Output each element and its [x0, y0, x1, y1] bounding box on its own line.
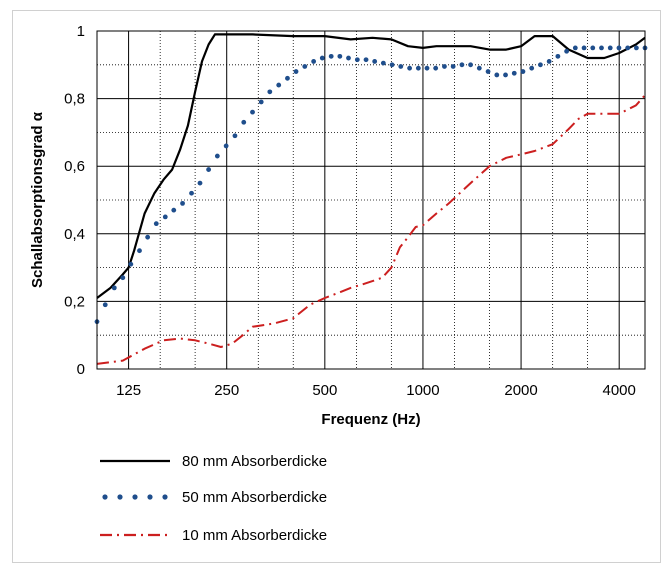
series-50mm-point [354, 57, 360, 63]
series-50mm-point [529, 65, 535, 71]
series-50mm-point [111, 285, 117, 291]
series-50mm-point [137, 248, 142, 254]
series-50mm-point [424, 65, 430, 71]
series-50mm-point [599, 45, 604, 51]
series-50mm-point [450, 64, 456, 69]
y-tick-label: 1 [77, 23, 85, 40]
series-50mm-point [171, 207, 177, 213]
y-tick-label: 0,4 [64, 226, 85, 243]
series-50mm-point [189, 190, 194, 196]
series-50mm-point [590, 45, 596, 51]
series-50mm-point [459, 62, 465, 68]
y-tick-label: 0,2 [64, 293, 85, 310]
series-50mm-point [607, 45, 613, 51]
series-50mm-point [476, 65, 482, 71]
series-50mm-point [128, 261, 134, 267]
legend-label: 10 mm Absorberdicke [182, 527, 327, 544]
series-50mm-point [468, 62, 473, 68]
x-tick-label: 4000 [603, 382, 636, 399]
series-50mm-point [153, 221, 159, 227]
series-50mm-point [232, 133, 238, 139]
series-50mm-point [581, 45, 587, 51]
series-50mm-point [223, 143, 229, 149]
y-tick-label: 0,6 [64, 158, 85, 175]
series-50mm-point [197, 180, 203, 186]
series-50mm-point [503, 72, 508, 78]
x-axis-title: Frequenz (Hz) [321, 411, 420, 428]
series-50mm-point [415, 65, 421, 71]
series-50mm-point [372, 59, 378, 64]
y-tick-label: 0 [77, 361, 85, 378]
series-50mm-point [102, 302, 108, 308]
series-50mm-point [267, 89, 273, 95]
x-tick-label: 125 [116, 382, 141, 399]
tick-labels: 125 250 500 1000 2000 4000 0 0,2 0,4 0,6 0,8 1 [64, 23, 636, 399]
x-tick-label: 250 [214, 382, 239, 399]
series-50mm-point [494, 72, 500, 78]
series-50mm-point [337, 53, 343, 59]
series-50mm-point [389, 62, 395, 68]
series-50mm-point [311, 59, 317, 64]
legend-label: 50 mm Absorberdicke [182, 489, 327, 506]
legend-label: 80 mm Absorberdicke [182, 453, 327, 470]
series-50mm-point [433, 65, 439, 71]
legend-swatch-50mm [102, 494, 108, 500]
series-50mm-point [442, 64, 447, 69]
legend-swatch-50mm [132, 494, 138, 500]
grid [97, 30, 645, 370]
series-50mm-point [625, 45, 631, 51]
series-50mm-point [485, 69, 491, 74]
series-50mm-point [328, 53, 334, 59]
series-50mm-point [380, 60, 386, 66]
x-tick-label: 1000 [406, 382, 439, 399]
x-tick-label: 500 [312, 382, 337, 399]
y-tick-label: 0,8 [64, 91, 85, 108]
series-50mm-point [285, 75, 290, 81]
series-50mm-point [564, 48, 570, 54]
series-layer [94, 33, 648, 365]
series-80mm-line [96, 33, 646, 299]
series-50mm-point [120, 275, 126, 281]
series-50mm-point [520, 69, 526, 74]
series-50mm-point [546, 59, 552, 64]
chart-frame [12, 10, 661, 563]
series-50mm-point [398, 64, 404, 69]
series-50mm-point [572, 45, 578, 51]
series-50mm-point [241, 119, 247, 125]
series-50mm-point [180, 200, 185, 206]
legend-swatch-50mm [117, 494, 123, 500]
series-50mm-point [616, 45, 622, 51]
series-50mm-point [511, 70, 517, 76]
legend-swatch-50mm [147, 494, 153, 500]
series-50mm-point [538, 62, 543, 68]
legend-swatch-50mm [162, 494, 168, 500]
series-10mm-line [96, 94, 646, 365]
series-50mm-point [302, 64, 308, 69]
series-50mm-point [206, 167, 212, 172]
plot-area-border [96, 30, 646, 370]
series-50mm-point [258, 99, 264, 105]
x-tick-label: 2000 [504, 382, 537, 399]
series-50mm-point [346, 55, 351, 61]
series-50mm-point [276, 82, 282, 88]
series-50mm-point [363, 57, 369, 63]
series-50mm-point [319, 55, 325, 61]
series-50mm-point [407, 65, 412, 71]
series-50mm-point [555, 53, 561, 59]
legend: 80 mm Absorberdicke 50 mm Absorberdicke 10… [100, 453, 327, 544]
series-50mm-point [633, 45, 639, 51]
series-50mm-point [162, 214, 168, 220]
series-50mm-point [145, 234, 151, 240]
y-axis-title: Schallabsorptionsgrad α [29, 111, 46, 288]
series-50mm-point [250, 109, 255, 115]
series-50mm-point [214, 153, 220, 159]
series-50mm-point [293, 69, 299, 74]
